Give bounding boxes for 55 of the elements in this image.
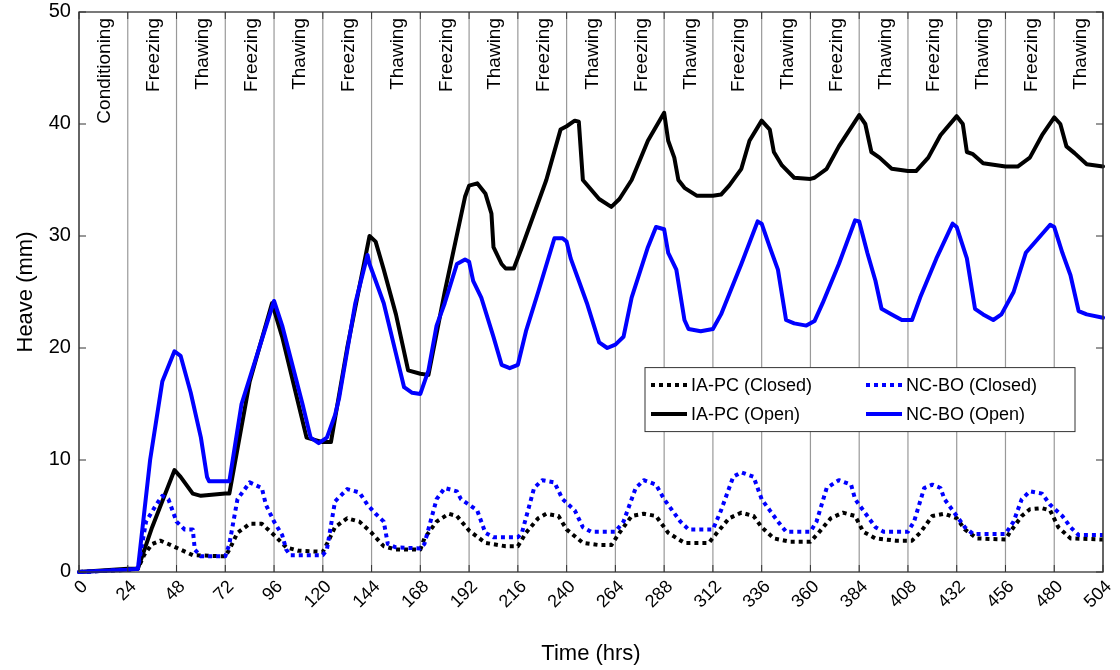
y-tick-label: 20 <box>48 335 71 358</box>
annotation: Freezing <box>824 18 846 92</box>
annotation: Freezing <box>337 18 359 92</box>
x-tick-label: 480 <box>1031 576 1067 612</box>
annotation: Thawing <box>483 18 505 90</box>
x-tick-label: 192 <box>445 576 482 612</box>
annotation: Freezing <box>727 18 749 92</box>
annotation: Thawing <box>581 18 602 90</box>
y-tick-label: 10 <box>48 447 71 470</box>
x-tick-label: 144 <box>348 576 384 612</box>
legend-label: NC-BO (Open) <box>906 404 1026 425</box>
y-tick-label: 30 <box>48 223 71 246</box>
x-tick-label: 504 <box>1079 576 1116 612</box>
annotation: Thawing <box>971 18 993 90</box>
annotation: Thawing <box>1068 18 1090 90</box>
y-tick-label: 50 <box>48 0 71 22</box>
x-tick-label: 96 <box>257 576 287 605</box>
annotation: Freezing <box>922 18 944 92</box>
x-axis-title: Time (hrs) <box>541 640 641 665</box>
x-tick-label: 0 <box>69 576 92 598</box>
x-tick-label: 120 <box>299 576 335 612</box>
annotation: Thawing <box>873 18 895 90</box>
x-tick-label: 360 <box>787 576 823 612</box>
x-tick-label: 312 <box>689 576 726 612</box>
x-tick-label: 72 <box>209 576 238 605</box>
x-tick-label: 408 <box>884 576 921 612</box>
x-tick-label: 48 <box>160 576 189 605</box>
annotation: Freezing <box>629 18 651 92</box>
y-tick-label: 40 <box>48 111 71 134</box>
legend-label: NC-BO (Closed) <box>906 375 1038 396</box>
legend-label: IA-PC (Open) <box>691 404 801 425</box>
annotation: Thawing <box>776 18 798 90</box>
annotation: Thawing <box>385 18 407 90</box>
x-tick-label: 432 <box>933 576 969 612</box>
x-tick-label: 288 <box>640 576 677 612</box>
x-tick-label: 264 <box>592 576 628 612</box>
y-axis-title: Heave (mm) <box>12 231 37 353</box>
x-tick-label: 456 <box>982 576 1018 612</box>
x-tick-label: 168 <box>397 576 433 612</box>
legend-label: IA-PC (Closed) <box>691 375 813 396</box>
y-tick-label: 0 <box>59 559 71 582</box>
annotation: Freezing <box>142 18 164 92</box>
annotation: Freezing <box>434 18 456 92</box>
x-tick-label: 336 <box>738 576 774 612</box>
x-tick-label: 240 <box>543 576 579 612</box>
annotation: Thawing <box>190 18 212 90</box>
x-tick-label: 216 <box>494 576 531 612</box>
x-tick-label: 24 <box>111 576 140 605</box>
annotation: Freezing <box>1019 18 1041 92</box>
annotation: Freezing <box>239 18 261 92</box>
annotation: Thawing <box>288 18 310 90</box>
annotation: Conditioning <box>93 18 115 124</box>
annotation: Freezing <box>532 18 554 92</box>
x-tick-label: 384 <box>835 576 872 612</box>
annotation: Thawing <box>678 18 700 90</box>
